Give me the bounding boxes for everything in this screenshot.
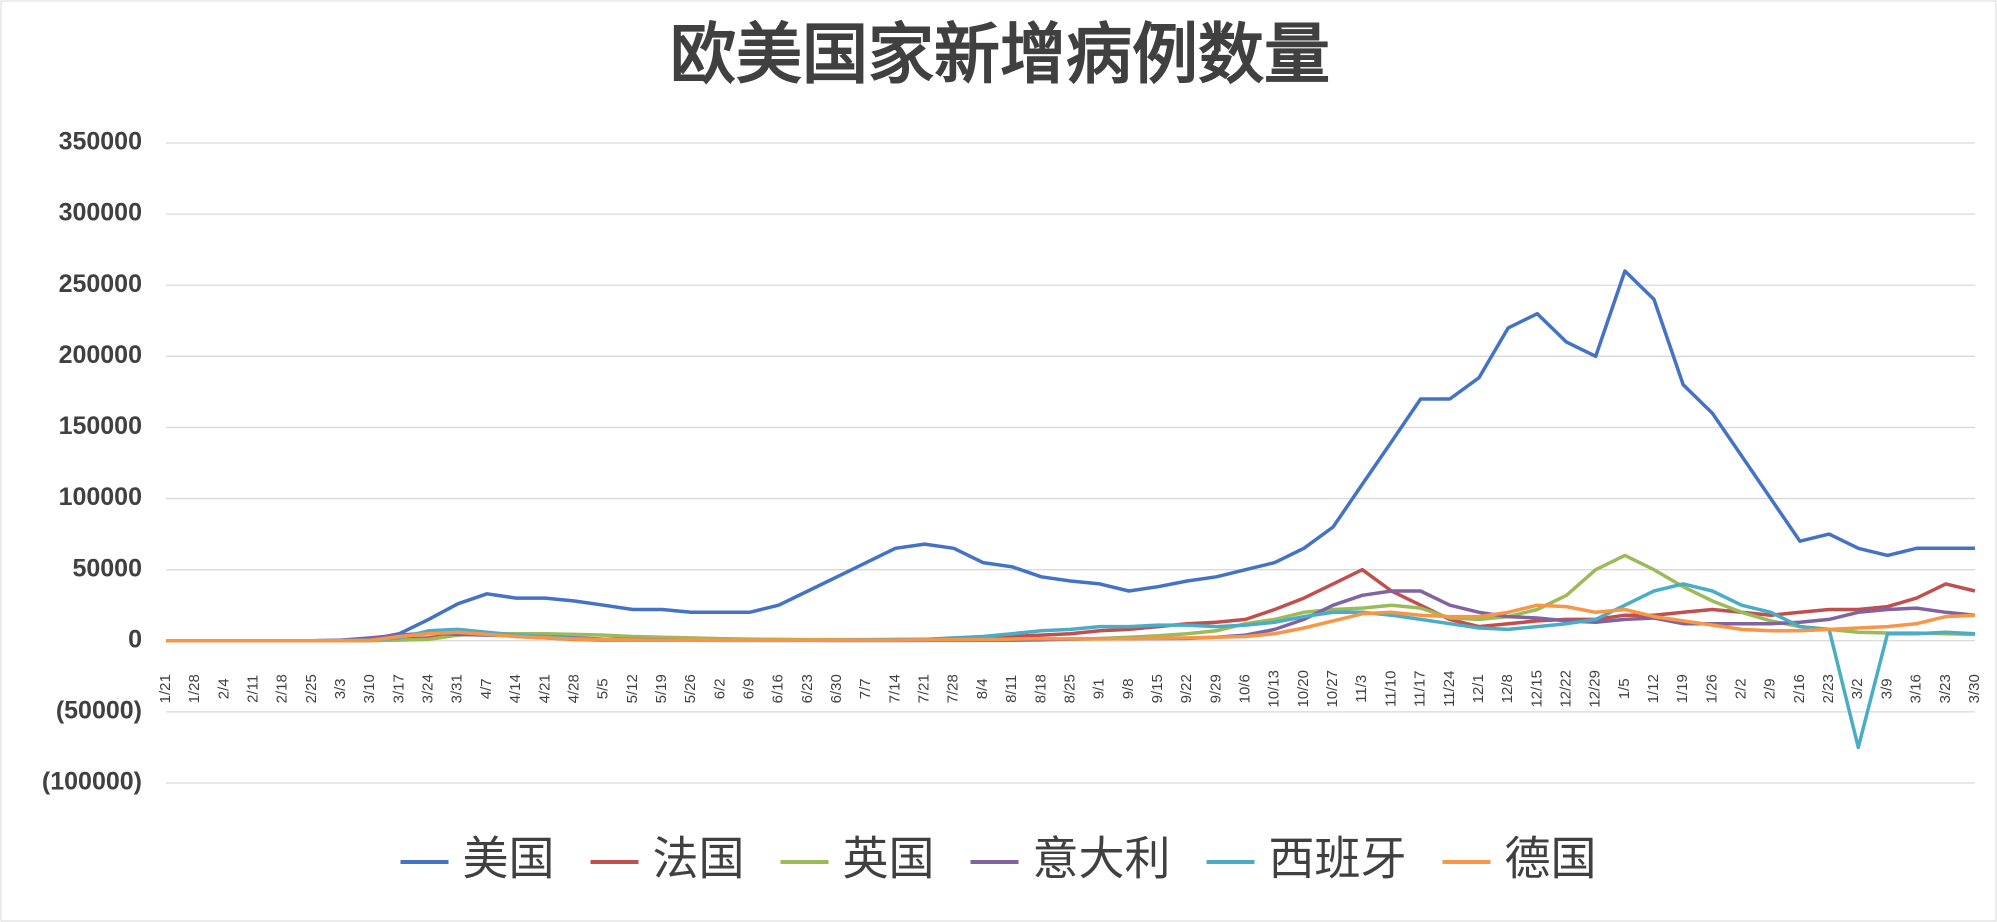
legend-label: 意大利 <box>1033 832 1171 886</box>
legend-label: 西班牙 <box>1269 832 1407 886</box>
x-tick-label: 12/1 <box>1470 674 1487 703</box>
y-tick-label: 200000 <box>59 341 142 369</box>
x-tick-label: 6/2 <box>711 678 728 699</box>
x-tick-label: 3/23 <box>1937 674 1954 703</box>
x-tick-label: 11/3 <box>1353 675 1370 703</box>
x-tick-label: 3/9 <box>1878 678 1895 699</box>
x-tick-label: 3/17 <box>390 674 407 703</box>
x-tick-label: 6/30 <box>828 674 845 703</box>
x-tick-label: 1/21 <box>157 674 174 703</box>
x-tick-label: 4/21 <box>536 674 553 703</box>
legend-label: 德国 <box>1505 832 1597 886</box>
x-tick-label: 10/6 <box>1237 674 1254 703</box>
x-tick-label: 2/23 <box>1820 674 1837 703</box>
x-tick-label: 12/22 <box>1557 670 1574 708</box>
x-tick-label: 3/30 <box>1966 674 1983 703</box>
chart-title: 欧美国家新增病例数量 <box>670 19 1330 92</box>
x-tick-label: 5/12 <box>624 674 641 703</box>
x-tick-label: 10/13 <box>1266 670 1283 708</box>
x-tick-label: 8/4 <box>974 678 991 699</box>
x-tick-label: 1/12 <box>1645 674 1662 703</box>
y-tick-label: 50000 <box>72 554 142 582</box>
x-tick-label: 3/3 <box>332 678 349 699</box>
y-tick-label: (100000) <box>42 768 142 796</box>
y-tick-label: 250000 <box>59 270 142 298</box>
x-tick-label: 5/19 <box>653 674 670 703</box>
y-tick-label: 300000 <box>59 199 142 227</box>
series-line <box>166 603 1976 643</box>
legend-label: 法国 <box>653 832 745 886</box>
x-tick-label: 2/4 <box>215 678 232 699</box>
x-tick-label: 2/25 <box>303 674 320 703</box>
x-tick-label: 5/5 <box>595 678 612 699</box>
x-tick-label: 11/24 <box>1441 671 1458 707</box>
x-tick-label: 9/22 <box>1178 674 1195 703</box>
y-tick-label: (50000) <box>56 696 142 724</box>
x-tick-label: 12/15 <box>1528 670 1545 708</box>
x-tick-label: 3/2 <box>1849 678 1866 699</box>
x-tick-label: 9/1 <box>1091 678 1108 699</box>
x-tick-label: 8/18 <box>1032 674 1049 703</box>
x-tick-label: 4/14 <box>507 674 524 703</box>
x-tick-label: 5/26 <box>682 674 699 703</box>
x-tick-label: 2/16 <box>1791 674 1808 703</box>
x-tick-label: 7/14 <box>886 674 903 703</box>
legend-label: 英国 <box>843 832 935 886</box>
x-tick-label: 3/16 <box>1908 674 1925 703</box>
x-tick-label: 3/31 <box>449 674 466 703</box>
x-tick-label: 2/11 <box>245 675 262 703</box>
x-tick-label: 12/29 <box>1587 670 1604 708</box>
x-tick-label: 7/21 <box>916 674 933 703</box>
x-tick-label: 1/26 <box>1703 674 1720 703</box>
series-line <box>166 269 1975 643</box>
x-tick-label: 3/10 <box>361 674 378 703</box>
x-tick-label: 2/9 <box>1762 678 1779 699</box>
x-tick-label: 2/2 <box>1733 678 1750 699</box>
x-tick-label: 1/19 <box>1674 674 1691 703</box>
x-tick-label: 6/23 <box>799 674 816 703</box>
x-tick-label: 2/18 <box>274 674 291 703</box>
x-tick-label: 10/27 <box>1324 670 1341 708</box>
x-tick-label: 4/28 <box>565 674 582 703</box>
x-tick-label: 6/9 <box>741 678 758 699</box>
x-tick-label: 12/8 <box>1499 674 1516 703</box>
x-tick-label: 7/7 <box>857 678 874 699</box>
x-tick-label: 9/29 <box>1207 674 1224 703</box>
x-tick-label: 9/8 <box>1120 678 1137 699</box>
x-tick-label: 6/16 <box>770 674 787 703</box>
y-tick-label: 100000 <box>59 483 142 511</box>
x-tick-label: 7/28 <box>945 674 962 703</box>
legend-label: 美国 <box>463 832 555 886</box>
x-tick-label: 8/11 <box>1003 675 1020 703</box>
x-tick-label: 11/10 <box>1382 671 1399 707</box>
x-tick-label: 9/15 <box>1149 674 1166 703</box>
x-tick-label: 1/5 <box>1616 678 1633 699</box>
series-line <box>166 582 1976 750</box>
x-tick-label: 3/24 <box>420 674 437 703</box>
x-tick-label: 1/28 <box>186 674 203 703</box>
x-tick-label: 8/25 <box>1061 674 1078 703</box>
y-tick-label: 150000 <box>59 412 142 440</box>
x-tick-label: 11/17 <box>1412 671 1429 707</box>
y-tick-label: 350000 <box>59 128 142 156</box>
x-tick-label: 4/7 <box>478 678 495 699</box>
x-tick-label: 10/20 <box>1295 670 1312 708</box>
y-tick-label: 0 <box>128 625 142 653</box>
